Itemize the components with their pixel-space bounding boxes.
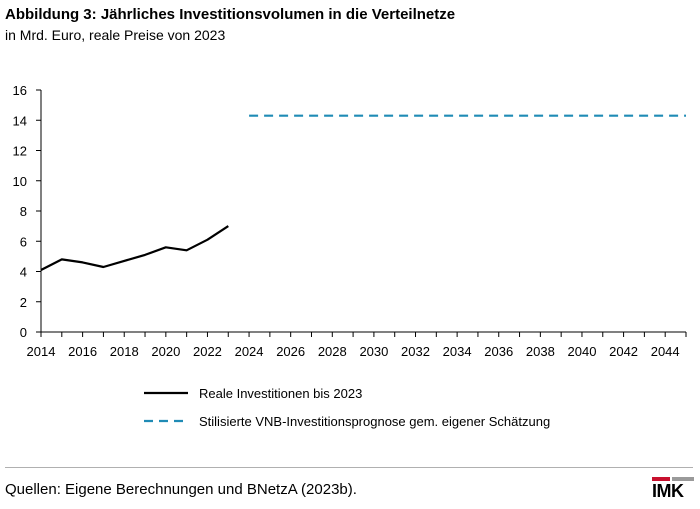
line-chart: 0 2 4 6 8 10 12 14 16 2014 2016 2018 2020 2022 2024 202… — [13, 83, 687, 429]
actual-series-line — [40, 225, 229, 271]
x-tick-label: 2030 — [359, 344, 388, 359]
legend-label: Reale Investitionen bis 2023 — [199, 386, 362, 401]
x-tick-label: 2042 — [609, 344, 638, 359]
x-tick-label: 2044 — [651, 344, 680, 359]
legend-label: Stilisierte VNB-Investitionsprognose gem… — [199, 414, 550, 429]
divider — [5, 467, 693, 468]
x-tick-label: 2020 — [151, 344, 180, 359]
x-tick-label: 2036 — [484, 344, 513, 359]
imk-logo: IMK — [652, 477, 694, 501]
x-tick-label: 2024 — [235, 344, 264, 359]
chart-title: Abbildung 3: Jährliches Investitionsvolu… — [5, 6, 456, 23]
y-tick-label: 4 — [20, 265, 27, 280]
logo-bar-red — [652, 477, 670, 481]
y-tick-label: 2 — [20, 295, 27, 310]
logo-bar — [652, 477, 694, 481]
logo-bar-gray — [672, 477, 694, 481]
x-tick-label: 2034 — [443, 344, 472, 359]
y-tick-label: 6 — [20, 234, 27, 249]
x-tick-label: 2014 — [27, 344, 56, 359]
y-tick-label: 10 — [13, 174, 27, 189]
x-tick-label: 2018 — [110, 344, 139, 359]
x-tick-label: 2022 — [193, 344, 222, 359]
chart-subtitle: in Mrd. Euro, reale Preise von 2023 — [5, 27, 226, 43]
y-tick-label: 0 — [20, 325, 27, 340]
y-tick-label: 12 — [13, 144, 27, 159]
x-tick-label: 2040 — [568, 344, 597, 359]
x-tick-label: 2032 — [401, 344, 430, 359]
x-tick-label: 2038 — [526, 344, 555, 359]
x-tick-label: 2016 — [68, 344, 97, 359]
y-tick-label: 8 — [20, 204, 27, 219]
y-tick-label: 16 — [13, 83, 27, 98]
y-tick-label: 14 — [13, 113, 27, 128]
logo-text: IMK — [652, 481, 684, 501]
x-tick-label: 2026 — [276, 344, 305, 359]
source-note: Quellen: Eigene Berechnungen und BNetzA … — [5, 481, 357, 498]
x-tick-label: 2028 — [318, 344, 347, 359]
